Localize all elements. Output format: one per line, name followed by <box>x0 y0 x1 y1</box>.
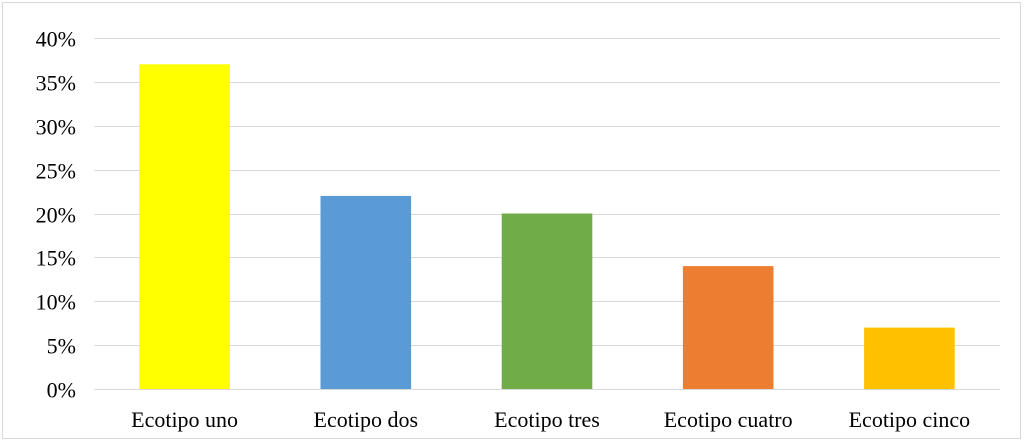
y-tick-label: 30% <box>36 115 76 140</box>
x-tick-label: Ecotipo cinco <box>849 407 971 432</box>
y-tick-label: 35% <box>36 71 76 96</box>
x-tick-label: Ecotipo uno <box>131 407 238 432</box>
y-tick-label: 0% <box>47 378 76 403</box>
bars <box>139 64 955 390</box>
x-axis-ticks: Ecotipo uno Ecotipo dos Ecotipo tres Ecotip… <box>131 407 970 432</box>
bar-ecotipo-cinco <box>864 327 955 389</box>
y-tick-label: 10% <box>36 290 76 315</box>
bar-ecotipo-dos <box>320 195 412 389</box>
gridlines <box>94 38 1000 390</box>
bar-ecotipo-cuatro <box>682 266 774 389</box>
bar-ecotipo-tres <box>501 213 593 389</box>
y-tick-label: 15% <box>36 246 76 271</box>
bar-ecotipo-uno <box>139 64 230 390</box>
x-tick-label: Ecotipo tres <box>494 407 600 432</box>
x-tick-label: Ecotipo dos <box>314 407 419 432</box>
y-tick-label: 20% <box>36 203 76 228</box>
y-tick-label: 5% <box>47 334 76 359</box>
x-tick-label: Ecotipo cuatro <box>664 407 793 432</box>
y-axis-ticks: 0% 5% 10% 15% 20% 25% 30% 35% 40% <box>36 27 76 403</box>
y-tick-label: 25% <box>36 159 76 184</box>
y-tick-label: 40% <box>36 27 76 52</box>
